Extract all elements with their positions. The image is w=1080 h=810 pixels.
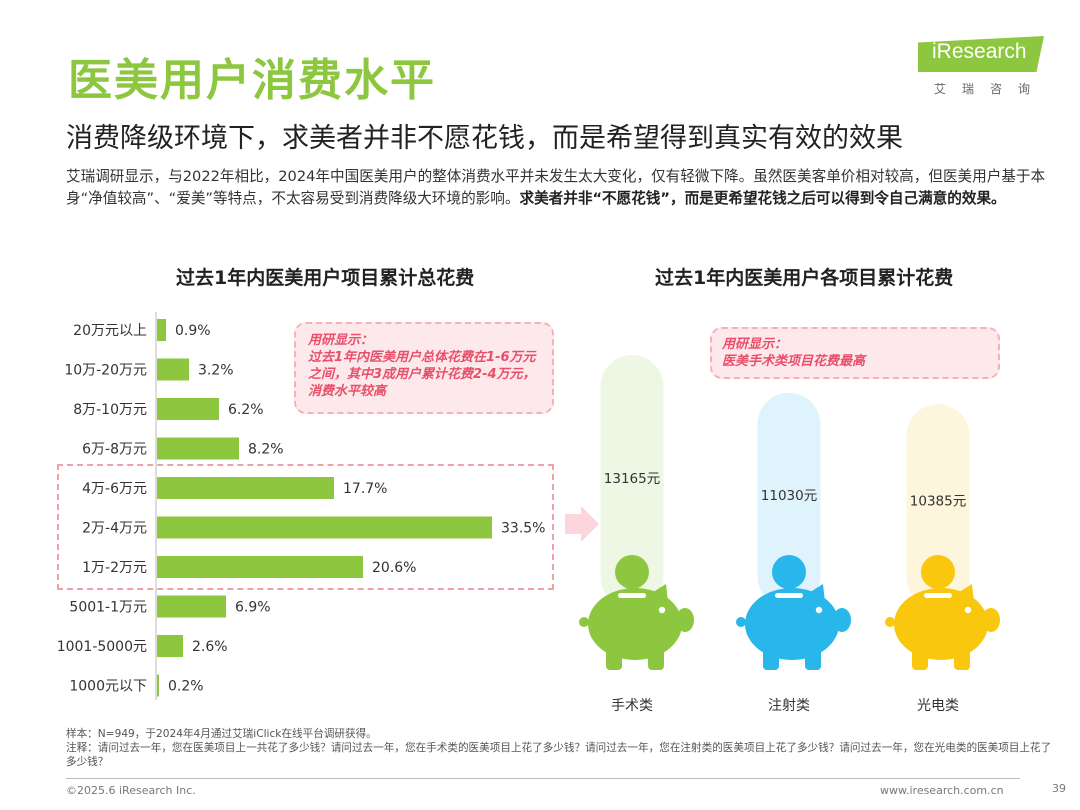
bar — [157, 635, 183, 657]
right-chart-title: 过去1年内医美用户各项目累计花费 — [655, 267, 954, 289]
page-number: 39 — [1052, 782, 1066, 795]
highlight-range-box — [57, 464, 554, 590]
data-label: 33.5% — [501, 521, 545, 537]
pig-snout — [833, 608, 851, 632]
right-callout-text: 用研显示： 医美手术类项目花费最高 — [722, 336, 992, 370]
copyright: ©2025.6 iResearch Inc. — [66, 784, 196, 797]
logo-banner — [918, 36, 1044, 72]
bar — [157, 437, 239, 460]
website: www.iresearch.com.cn — [880, 784, 1004, 797]
bar — [157, 358, 189, 381]
category-label: 手术类 — [611, 698, 653, 714]
coin-slot — [775, 593, 803, 598]
category-label: 注射类 — [768, 698, 810, 714]
bar — [157, 319, 166, 341]
pig-leg — [805, 648, 821, 670]
bar — [157, 516, 492, 539]
body-paragraph: 艾瑞调研显示，与2022年相比，2024年中国医美用户的整体消费水平并未发生太大… — [66, 166, 1046, 210]
pig-eye — [658, 606, 666, 614]
page-title: 医美用户消费水平 — [68, 55, 436, 106]
data-label: 13165元 — [604, 471, 660, 487]
category-label: 10万-20万元 — [64, 363, 147, 379]
data-label: 6.9% — [235, 600, 271, 616]
category-label: 8万-10万元 — [73, 402, 147, 418]
pig-ear — [650, 584, 668, 602]
footnote-notes: 注释：请问过去一年，您在医美项目上一共花了多少钱？请问过去一年，您在手术类的医美… — [66, 742, 1052, 768]
data-label: 0.9% — [175, 323, 211, 339]
pig-tail — [885, 617, 895, 627]
data-label: 20.6% — [372, 560, 416, 576]
pig-tail — [736, 617, 746, 627]
pig-ear — [956, 584, 974, 602]
data-label: 8.2% — [248, 442, 284, 458]
coin — [615, 555, 649, 589]
callout-line: 过去1年内医美用户总体花费在1-6万元之间，其中3成用户累计花费2-4万元，消费… — [308, 350, 536, 399]
category-label: 1万-2万元 — [82, 560, 147, 576]
category-label: 5001-1万元 — [69, 600, 147, 616]
pig-ear — [807, 584, 825, 602]
pig-eye — [964, 606, 972, 614]
category-label: 4万-6万元 — [82, 481, 147, 497]
category-label: 1001-5000元 — [57, 639, 147, 655]
logo-text: iResearch — [932, 40, 1027, 63]
body-text-normal: 艾瑞调研显示，与2022年相比，2024年中国医美用户的整体消费水平并未发生太大… — [66, 168, 1046, 207]
pig-leg — [763, 648, 779, 670]
pig-tail — [579, 617, 589, 627]
bar — [157, 595, 226, 618]
pig-leg — [954, 648, 970, 670]
category-label: 20万元以上 — [73, 323, 147, 339]
value-column — [757, 392, 821, 608]
left-callout-text: 用研显示： 过去1年内医美用户总体花费在1-6万元之间，其中3成用户累计花费2-4… — [308, 332, 548, 400]
pig-body — [588, 588, 682, 660]
left-callout-box — [294, 322, 554, 414]
right-callout-box — [710, 327, 1000, 379]
footnote: 样本：N=949，于2024年4月通过艾瑞iClick在线平台调研获得。 注释：… — [66, 727, 1056, 769]
bar — [157, 477, 334, 499]
pig-body — [745, 588, 839, 660]
data-label: 11030元 — [761, 488, 817, 504]
logo-cn: 艾瑞咨询 — [934, 82, 1047, 96]
bar — [157, 398, 219, 420]
pig-snout — [676, 608, 694, 632]
value-column — [600, 355, 664, 608]
callout-line: 医美手术类项目花费最高 — [722, 354, 866, 369]
footnote-sample: 样本：N=949，于2024年4月通过艾瑞iClick在线平台调研获得。 — [66, 728, 377, 740]
data-label: 2.6% — [192, 639, 228, 655]
arrow-right-icon — [565, 506, 599, 542]
callout-line: 用研显示： — [308, 333, 374, 348]
coin — [772, 555, 806, 589]
pig-body — [894, 588, 988, 660]
coin — [921, 555, 955, 589]
category-label: 1000元以下 — [69, 679, 147, 695]
piggy-bank-icon — [736, 555, 851, 670]
data-label: 0.2% — [168, 679, 204, 695]
data-label: 10385元 — [910, 493, 966, 509]
footer-divider — [66, 778, 1020, 779]
value-column — [906, 404, 970, 608]
body-text-bold: 求美者并非“不愿花钱”，而是更希望花钱之后可以得到令自己满意的效果。 — [519, 190, 1006, 207]
data-label: 3.2% — [198, 363, 234, 379]
left-bar-chart: 20万元以上 0.9% 10万-20万元 3.2% 8万-10万元 6.2% 6万-8万元 8… — [57, 312, 545, 700]
category-label: 光电类 — [917, 698, 959, 714]
coin-slot — [924, 593, 952, 598]
piggy-bank-icon — [885, 555, 1000, 670]
pig-leg — [606, 648, 622, 670]
category-label: 2万-4万元 — [82, 521, 147, 537]
bar — [157, 556, 363, 578]
page-subtitle: 消费降级环境下，求美者并非不愿花钱，而是希望得到真实有效的效果 — [66, 123, 903, 154]
pig-snout — [982, 608, 1000, 632]
left-chart-title: 过去1年内医美用户项目累计总花费 — [176, 267, 475, 289]
pig-leg — [648, 648, 664, 670]
bar — [157, 674, 159, 697]
piggy-bank-icon — [579, 555, 694, 670]
data-label: 6.2% — [228, 402, 264, 418]
pig-leg — [912, 648, 928, 670]
coin-slot — [618, 593, 646, 598]
data-label: 17.7% — [343, 481, 387, 497]
pig-eye — [815, 606, 823, 614]
callout-line: 用研显示： — [722, 337, 788, 352]
category-label: 6万-8万元 — [82, 442, 147, 458]
